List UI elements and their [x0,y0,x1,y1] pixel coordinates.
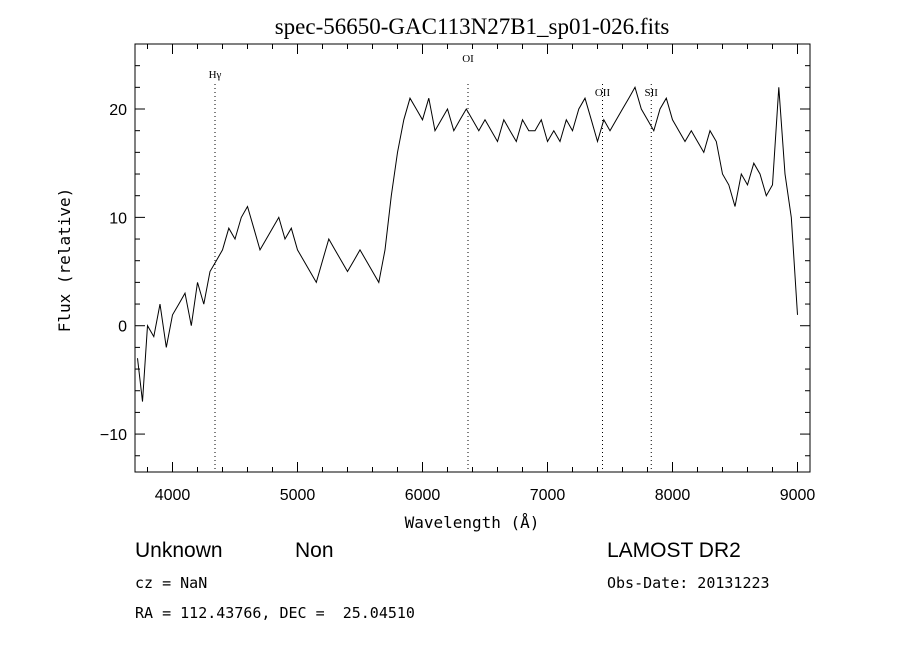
axes: 4000 5000 6000 7000 8000 9000 −10 0 10 20 [100,43,816,504]
survey-label: LAMOST DR2 [607,539,741,562]
y-tick-label: −10 [100,427,127,444]
spectrum-line [137,86,798,402]
redshift-label: cz = NaN [135,574,208,592]
x-tick-label: 4000 [155,487,191,504]
y-axis-label: Flux (relative) [55,188,74,333]
x-axis-label: Wavelength (Å) [405,513,540,532]
line-marker-label: Hγ [209,69,222,81]
y-tick-label: 20 [109,102,127,119]
coordinates-label: RA = 112.43766, DEC = 25.04510 [135,604,415,622]
obs-date-label: Obs-Date: 20131223 [607,574,770,592]
spectral-line-markers: Hγ OI OII SII [209,53,659,472]
classification-label: Unknown [135,539,223,562]
x-tick-label: 6000 [405,487,441,504]
y-tick-label: 10 [109,210,127,227]
plot-frame [134,43,811,473]
x-tick-label: 8000 [655,487,691,504]
chart-title: spec-56650-GAC113N27B1_sp01-026.fits [275,14,670,39]
line-marker-label: SII [645,87,659,99]
x-tick-label: 9000 [780,487,816,504]
line-marker-label: OII [595,87,611,99]
y-tick-label: 0 [118,319,127,336]
line-marker-label: OI [462,53,474,65]
x-tick-label: 5000 [280,487,316,504]
x-tick-label: 7000 [530,487,566,504]
subclass-label: Non [295,539,334,562]
